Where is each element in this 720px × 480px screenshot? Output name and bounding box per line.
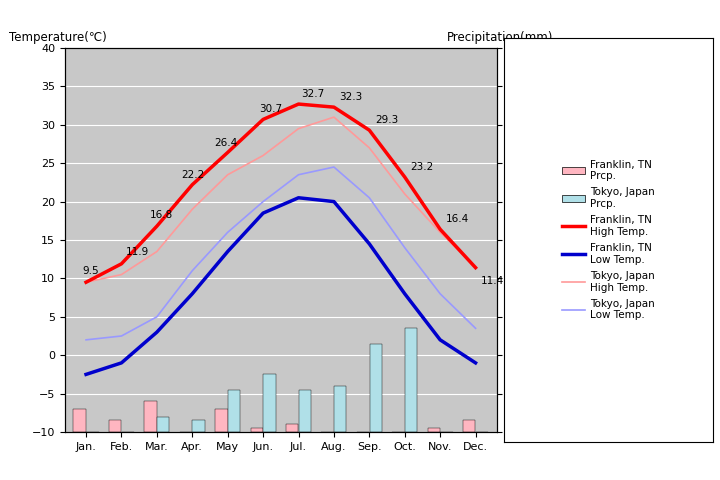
Bar xyxy=(144,401,157,432)
Text: 32.7: 32.7 xyxy=(301,89,325,99)
Bar xyxy=(476,432,488,474)
Text: 22.2: 22.2 xyxy=(181,170,204,180)
Text: 16.4: 16.4 xyxy=(446,214,469,224)
Bar xyxy=(428,428,440,432)
Text: 11.9: 11.9 xyxy=(125,248,149,257)
Text: 32.3: 32.3 xyxy=(339,92,363,102)
Text: 23.2: 23.2 xyxy=(410,162,433,172)
Bar xyxy=(251,428,263,432)
Bar xyxy=(157,417,169,432)
Text: Precipitation(mm): Precipitation(mm) xyxy=(446,31,553,44)
Bar xyxy=(369,344,382,432)
Bar xyxy=(392,432,405,447)
Bar xyxy=(264,374,276,432)
Legend: Franklin, TN
Prcp., Tokyo, Japan
Prcp., Franklin, TN
High Temp., Franklin, TN
Lo: Franklin, TN Prcp., Tokyo, Japan Prcp., … xyxy=(557,155,660,325)
Bar xyxy=(122,432,134,467)
Text: 26.4: 26.4 xyxy=(214,137,237,147)
Bar xyxy=(463,420,475,432)
Bar xyxy=(109,420,121,432)
Bar xyxy=(334,386,346,432)
Bar xyxy=(86,432,99,470)
Text: 30.7: 30.7 xyxy=(259,105,282,114)
Bar xyxy=(73,409,86,432)
Text: 16.8: 16.8 xyxy=(150,210,174,220)
Bar xyxy=(215,409,228,432)
Bar xyxy=(299,390,311,432)
Bar xyxy=(405,328,418,432)
Text: 9.5: 9.5 xyxy=(82,266,99,276)
Bar xyxy=(180,432,192,436)
Bar xyxy=(286,424,298,432)
Bar xyxy=(356,432,369,444)
Bar xyxy=(228,390,240,432)
Text: 11.4: 11.4 xyxy=(481,276,504,286)
Bar xyxy=(321,432,334,436)
Bar xyxy=(441,432,453,440)
Text: 29.3: 29.3 xyxy=(375,115,398,125)
Bar xyxy=(192,420,205,432)
Text: Temperature(℃): Temperature(℃) xyxy=(9,31,107,44)
